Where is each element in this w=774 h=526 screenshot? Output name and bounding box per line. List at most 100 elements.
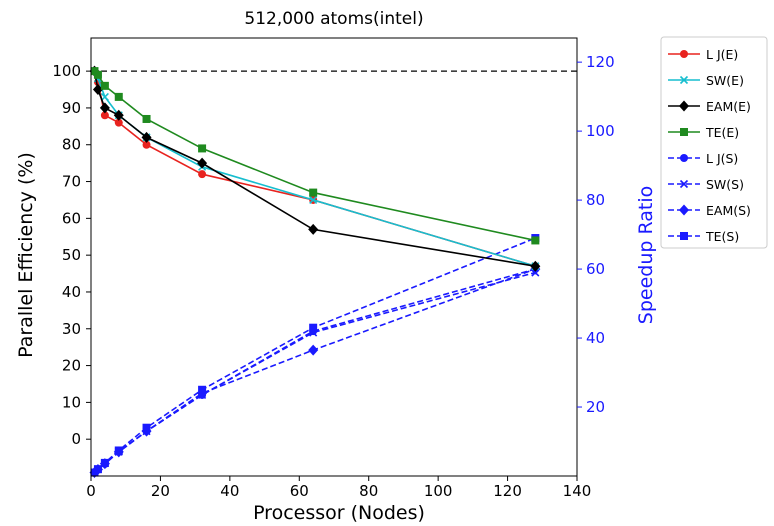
data-point: [141, 131, 152, 143]
legend-label: EAM(E): [706, 99, 751, 114]
data-point: [197, 157, 208, 169]
data-point: [100, 458, 109, 467]
data-point: [92, 84, 103, 96]
legend-item-sw-s: SW(S): [668, 177, 744, 192]
series-line-eam-e: [93, 70, 536, 267]
legend-label: L J(E): [706, 47, 738, 62]
legend-item-eam-e: EAM(E): [668, 99, 751, 114]
legend-label: L J(S): [706, 151, 738, 166]
series-line-te-e: [93, 70, 536, 242]
data-point: [100, 81, 109, 90]
data-point: [93, 70, 102, 79]
legend-item-te-e: TE(E): [668, 125, 739, 140]
x-axis-title: Processor (Nodes): [253, 502, 425, 524]
legend-label: SW(S): [706, 177, 744, 192]
data-point: [142, 140, 151, 149]
left-y-axis: 0 10 20 30 40 50 60 70 80 90 100: [52, 62, 91, 448]
x-tick-label: 120: [493, 482, 522, 500]
legend-item-l-j-e: L J(E): [668, 47, 738, 62]
right-y-tick-label: 60: [586, 260, 605, 278]
series-line-sw-e: [93, 70, 536, 267]
series-l-j-e: [90, 67, 540, 271]
legend-item-eam-s: EAM(S): [668, 203, 751, 218]
legend-marker: [680, 50, 688, 58]
legend-item-te-s: TE(S): [668, 229, 739, 244]
left-y-tick-label: 80: [62, 136, 81, 154]
legend-label: SW(E): [706, 73, 744, 88]
right-y-tick-label: 20: [586, 398, 605, 416]
series-line-eam-s: [93, 268, 536, 474]
series-line-l-j-s: [93, 268, 536, 474]
chart-title: 512,000 atoms(intel): [244, 9, 423, 29]
series-eam-s: [89, 263, 541, 479]
data-point: [142, 114, 151, 123]
data-point: [308, 223, 319, 235]
data-point: [198, 170, 207, 179]
series-l-j-s: [90, 265, 540, 477]
data-point: [309, 195, 318, 205]
legend-marker: [679, 75, 689, 85]
left-y-tick-label: 30: [62, 320, 81, 338]
data-point: [531, 236, 540, 245]
right-y-tick-label: 100: [586, 122, 615, 140]
left-y-tick-label: 60: [62, 209, 81, 227]
x-tick-label: 80: [359, 482, 378, 500]
x-tick-label: 20: [151, 482, 170, 500]
series-te-e: [90, 67, 540, 245]
series-te-s: [90, 234, 540, 477]
legend-marker: [679, 100, 689, 112]
right-y-tick-label: 120: [586, 53, 615, 71]
x-axis: 0 20 40 60 80 100 120 140: [86, 476, 591, 500]
legend-marker: [680, 154, 688, 162]
data-point: [198, 144, 207, 153]
data-point: [113, 109, 124, 121]
data-point: [142, 423, 151, 432]
right-y-tick-label: 80: [586, 191, 605, 209]
left-y-tick-label: 100: [52, 62, 81, 80]
legend-box: [660, 36, 768, 249]
left-y-tick-label: 50: [62, 246, 81, 264]
series-line-sw-s: [93, 271, 536, 474]
legend: L J(E) SW(E) EAM(E) TE(E) L J(S) SW(S) EAM(S) T…: [660, 36, 768, 249]
x-tick-label: 140: [563, 482, 592, 500]
data-point: [309, 188, 318, 197]
plot-area: [89, 65, 577, 479]
series-line-te-s: [93, 237, 536, 474]
legend-label: TE(E): [705, 125, 739, 140]
left-y-tick-label: 20: [62, 357, 81, 375]
axes-frame: [90, 37, 578, 477]
legend-marker: [680, 128, 688, 136]
legend-label: EAM(S): [706, 203, 751, 218]
data-point: [114, 446, 123, 455]
data-point: [93, 465, 102, 474]
legend-marker: [679, 179, 689, 189]
left-y-tick-label: 10: [62, 393, 81, 411]
series-line-l-j-e: [93, 70, 536, 267]
data-point: [309, 323, 318, 332]
legend-marker: [679, 204, 689, 216]
x-tick-label: 40: [220, 482, 239, 500]
data-point: [308, 344, 319, 356]
data-point: [100, 111, 109, 120]
data-point: [198, 385, 207, 394]
data-point: [114, 92, 123, 101]
series-sw-s: [90, 268, 540, 477]
series-sw-e: [90, 67, 540, 271]
left-y-axis-title: Parallel Efficiency (%): [15, 152, 37, 358]
data-point: [114, 118, 123, 127]
right-y-axis-title: Speedup Ratio: [635, 186, 657, 324]
legend-item-sw-e: SW(E): [668, 73, 744, 88]
x-tick-label: 60: [290, 482, 309, 500]
data-point: [100, 92, 109, 101]
right-y-tick-label: 40: [586, 329, 605, 347]
data-point: [530, 260, 541, 272]
series-eam-e: [89, 65, 541, 272]
left-y-tick-label: 0: [71, 430, 81, 448]
left-y-tick-label: 70: [62, 173, 81, 191]
x-tick-label: 100: [424, 482, 453, 500]
legend-marker: [680, 232, 688, 240]
data-point: [99, 102, 110, 114]
right-y-axis: 20 40 60 80 100 120: [577, 53, 615, 416]
left-y-tick-label: 40: [62, 283, 81, 301]
